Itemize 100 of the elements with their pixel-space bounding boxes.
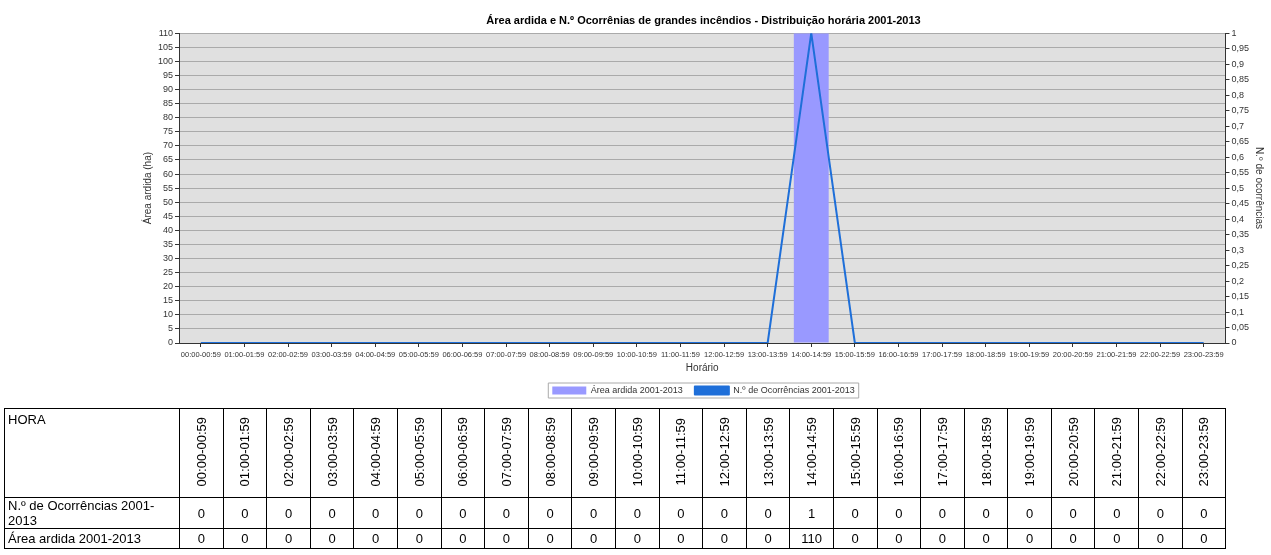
y-tick-label: 85 — [163, 98, 174, 109]
data-label: 0 — [223, 528, 267, 549]
y2-tick-label: 0,55 — [1231, 167, 1250, 178]
y2-tick-label: 0,15 — [1231, 291, 1250, 302]
data-label: 0 — [1182, 528, 1226, 549]
y-tick-label: 65 — [163, 154, 174, 165]
y-tick-label: 55 — [163, 182, 174, 193]
category-label: 18:00-18:59 — [978, 416, 994, 487]
category-label: 10:00-10:59 — [629, 416, 645, 487]
data-label: 0 — [746, 528, 790, 549]
category-label: 17:00-17:59 — [934, 416, 950, 487]
data-label: 0 — [353, 497, 398, 529]
legend-label: Área ardida 2001-2013 — [590, 384, 683, 395]
y-tick-label: 50 — [163, 196, 174, 207]
category-label: 04:00-04:59 — [368, 416, 384, 487]
y2-tick-label: 0,8 — [1231, 89, 1244, 100]
data-label: 0 — [353, 528, 398, 549]
y2-tick-label: 0,3 — [1231, 244, 1244, 255]
data-label: 0 — [484, 497, 529, 529]
text: HORA — [4, 408, 180, 498]
legend-label: N.º de Ocorrências 2001-2013 — [733, 384, 855, 395]
y2-tick-label: 0,7 — [1231, 120, 1244, 131]
data-label: 0 — [1094, 528, 1139, 549]
y2-tick-label: 0,2 — [1231, 275, 1244, 286]
category-label: 23:00-23:59 — [1196, 416, 1212, 487]
data-label: 0 — [1007, 528, 1052, 549]
data-label: 1 — [789, 497, 834, 529]
data-label: 0 — [223, 497, 267, 529]
data-label: 0 — [1138, 528, 1183, 549]
y2-tick-label: 0,25 — [1231, 260, 1250, 271]
category-label: 03:00-03:59 — [324, 416, 340, 487]
y2-tick-label: 0,45 — [1231, 198, 1250, 209]
category-label: 11:00-11:59 — [673, 417, 689, 486]
y-tick-label: 75 — [163, 126, 174, 137]
y-tick-label: 70 — [163, 140, 174, 151]
category-label: 22:00-22:59 — [1152, 416, 1168, 487]
category-label: 02:00-02:59 — [281, 416, 296, 487]
data-label: 0 — [528, 497, 572, 529]
y-tick-label: 105 — [157, 41, 174, 52]
category-label: 06:00-06:59 — [455, 416, 471, 487]
data-label: 0 — [1094, 497, 1139, 529]
data-label: 0 — [1007, 497, 1052, 529]
y2-tick-label: 0,65 — [1231, 136, 1250, 147]
category-label: 13:00-13:59 — [760, 416, 776, 487]
y-tick-label: 5 — [168, 323, 174, 334]
data-label: 0 — [615, 528, 660, 549]
text: Área ardida 2001-2013 — [8, 531, 141, 546]
data-label: 0 — [833, 497, 878, 529]
y2-tick-label: 0,4 — [1231, 213, 1244, 224]
data-label: 0 — [615, 497, 660, 529]
y-tick-label: 15 — [163, 295, 174, 306]
category-label: 16:00-16:59 — [891, 416, 907, 487]
y-tick-label: 90 — [163, 84, 174, 95]
data-label: 0 — [441, 497, 485, 529]
category-label: 08:00-08:59 — [542, 416, 558, 487]
y-tick-label: 25 — [163, 267, 174, 278]
y-tick-label: 30 — [163, 252, 174, 263]
data-label: 0 — [920, 497, 965, 529]
y-tick-label: 60 — [163, 168, 174, 179]
y2-tick-label: 0,5 — [1231, 182, 1244, 193]
data-label: 0 — [484, 528, 529, 549]
data-label: 0 — [702, 528, 747, 549]
y2-tick-label: 0,95 — [1231, 43, 1250, 54]
y-tick-label: 110 — [158, 27, 174, 38]
data-label: 0 — [441, 528, 485, 549]
data-label: 0 — [310, 528, 354, 549]
y-axis-title: Área ardida (ha) — [140, 151, 153, 225]
category-label: 01:00-01:59 — [237, 416, 253, 487]
data-label: 0 — [746, 497, 790, 529]
data-label: 0 — [659, 528, 703, 549]
data-label: 0 — [964, 528, 1008, 549]
category-label: 05:00-05:59 — [411, 416, 427, 487]
data-label: 0 — [1138, 497, 1183, 529]
y2-tick-label: 0,05 — [1231, 321, 1250, 332]
category-label: 12:00-12:59 — [716, 416, 732, 487]
y2-tick-label: 1 — [1231, 27, 1237, 38]
y-tick-label: 95 — [163, 69, 174, 80]
data-label: 0 — [1182, 497, 1226, 529]
chart-title: Área ardida e N.º Ocorrênias de grandes incêndios - Distribuição horária 2001-2013 — [486, 13, 921, 26]
category-label: 20:00-20:59 — [1065, 416, 1081, 487]
data-label: 0 — [266, 497, 311, 529]
category-label: 21:00-21:59 — [1109, 416, 1125, 487]
data-label: 0 — [964, 497, 1008, 529]
category-label: 00:00-00:59 — [193, 416, 209, 487]
data-label: 0 — [310, 497, 354, 529]
data-label: 0 — [833, 528, 878, 549]
y-tick-label: 10 — [163, 309, 174, 320]
data-label: 0 — [571, 497, 616, 529]
y-tick-label: 35 — [163, 238, 174, 249]
y-tick-label: 45 — [163, 210, 174, 221]
y2-tick-label: 0,9 — [1231, 58, 1244, 69]
y-tick-label: 80 — [163, 112, 174, 123]
data-label: 0 — [1051, 528, 1095, 549]
data-label: 0 — [266, 528, 311, 549]
y2-tick-label: 0,6 — [1231, 151, 1244, 162]
data-label: 0 — [528, 528, 572, 549]
data-label: 0 — [920, 528, 965, 549]
category-label: 09:00-09:59 — [586, 416, 602, 487]
y2-tick-label: 0,75 — [1231, 105, 1250, 116]
y2-tick-label: 0,35 — [1231, 229, 1250, 240]
